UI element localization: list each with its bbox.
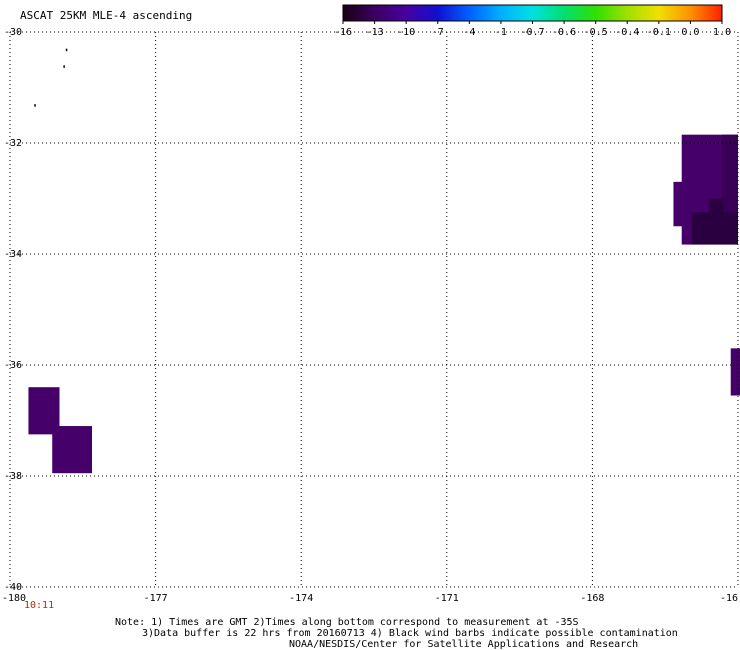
latitude-label: -40 xyxy=(4,582,22,593)
map-area xyxy=(9,31,740,588)
latitude-label: -38 xyxy=(4,471,22,482)
colorbar-tick-label: -0.7 xyxy=(520,27,544,38)
data-speck xyxy=(63,65,65,68)
note-line-3: NOAA/NESDIS/Center for Satellite Applica… xyxy=(289,639,638,650)
map-title: ASCAT 25KM MLE-4 ascending xyxy=(20,9,192,22)
longitude-label: -180 xyxy=(2,593,26,604)
longitude-label: -177 xyxy=(144,593,168,604)
latitude-label: -30 xyxy=(4,27,22,38)
latitude-label: -32 xyxy=(4,138,22,149)
time-label: 10:11 xyxy=(24,600,54,611)
colorbar-tick-label: -1 xyxy=(495,27,507,38)
latitude-label: -34 xyxy=(4,249,22,260)
colorbar-gradient xyxy=(342,4,723,22)
gridlines xyxy=(9,31,739,588)
note-line-1: Note: 1) Times are GMT 2)Times along bot… xyxy=(115,617,579,628)
latitude-label: -36 xyxy=(4,360,22,371)
data-speck xyxy=(34,104,36,107)
data-swath-cell xyxy=(721,134,738,213)
note-line-2: 3)Data buffer is 22 hrs from 20160713 4)… xyxy=(142,628,678,639)
longitude-label: -171 xyxy=(435,593,459,604)
colorbar-tick-label: -0.4 xyxy=(615,27,639,38)
data-specks xyxy=(34,48,68,107)
colorbar xyxy=(342,4,723,22)
data-swaths xyxy=(28,134,740,474)
latitude-labels: -30 -32 -34 -36 -38 -40 xyxy=(4,27,22,593)
data-swath-cell xyxy=(52,426,93,474)
data-swath-cell xyxy=(708,198,724,232)
data-speck xyxy=(65,48,68,52)
longitude-labels: -180 -177 -174 -171 -168 -16 xyxy=(2,593,738,604)
colorbar-labels: -16 -13 -10 -7 -4 -1 -0.7 -0.6 -0.5 -0.4 -0.1 0.0 1.… xyxy=(334,21,731,38)
data-swath-cell xyxy=(730,348,740,396)
colorbar-tick-label: -0.5 xyxy=(584,27,608,38)
data-swath-cell xyxy=(673,181,685,227)
colorbar-tick-label: -4 xyxy=(463,27,475,38)
longitude-label: -16 xyxy=(720,593,738,604)
colorbar-tick-label: -7 xyxy=(432,27,444,38)
longitude-label: -168 xyxy=(580,593,604,604)
longitude-label: -174 xyxy=(289,593,313,604)
colorbar-tick-label: -0.6 xyxy=(552,27,576,38)
